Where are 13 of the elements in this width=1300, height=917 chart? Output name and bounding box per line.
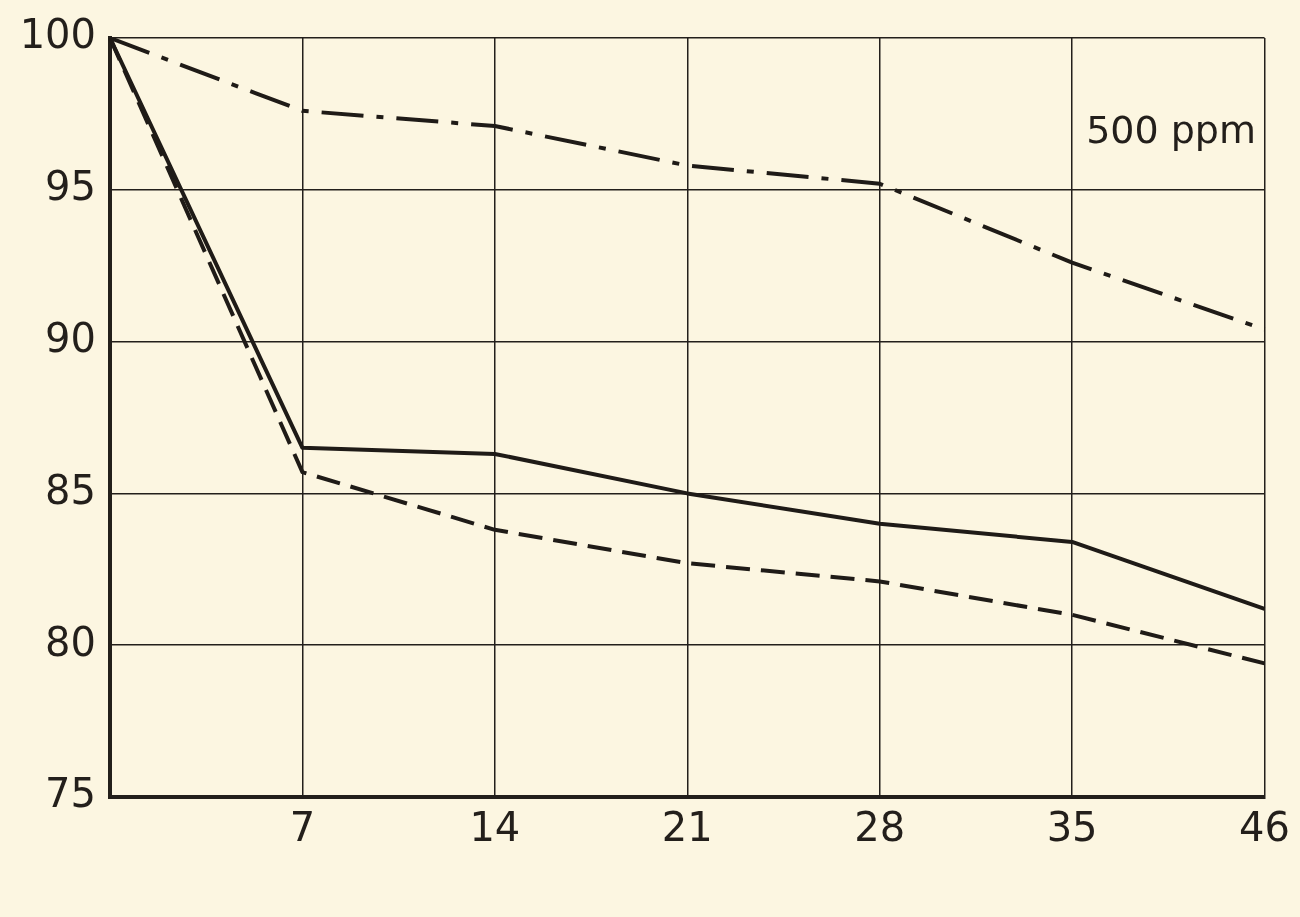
y-tick-label: 100 bbox=[19, 11, 96, 58]
y-tick-label: 90 bbox=[45, 314, 96, 361]
x-tick-label: 46 bbox=[1239, 804, 1290, 851]
x-tick-label: 21 bbox=[661, 804, 713, 851]
x-tick-label: 7 bbox=[289, 804, 316, 851]
x-tick-label: 35 bbox=[1046, 804, 1098, 851]
x-tick-label: 14 bbox=[469, 804, 521, 851]
annotation: 500 ppm bbox=[1086, 107, 1256, 152]
y-tick-label: 95 bbox=[45, 163, 96, 210]
y-tick-label: 80 bbox=[45, 618, 96, 665]
y-tick-label: 75 bbox=[45, 770, 96, 817]
y-tick-label: 85 bbox=[45, 466, 96, 513]
x-tick-label: 28 bbox=[854, 804, 906, 851]
